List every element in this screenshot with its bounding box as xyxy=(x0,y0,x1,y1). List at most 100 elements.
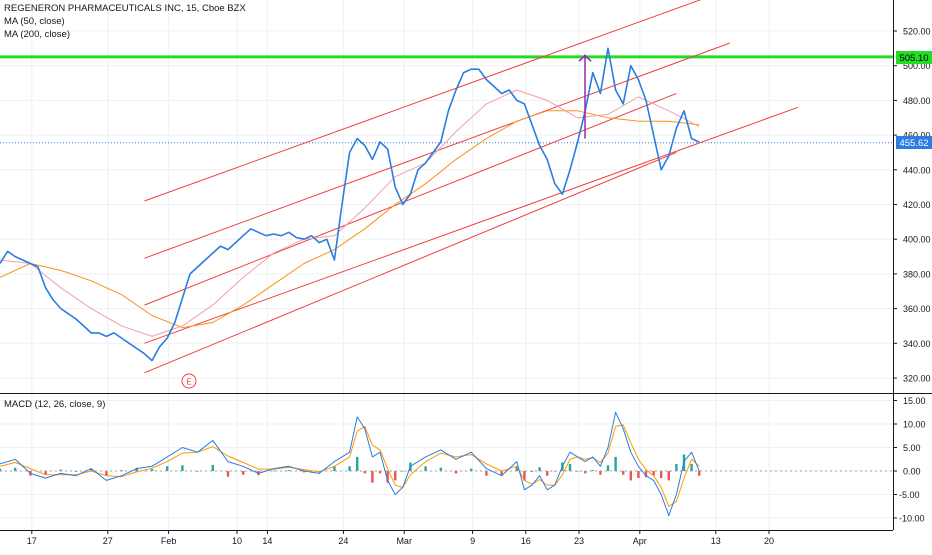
macd-histogram-bar xyxy=(287,470,290,471)
macd-histogram-bar xyxy=(401,471,404,472)
price-axis-ticks: 320.00 340.00 360.00 380.00 400.00 420.00 440.… xyxy=(893,27,931,384)
macd-tick-label: 0.00 xyxy=(903,467,921,477)
time-tick-label: Apr xyxy=(633,536,647,546)
macd-histogram-bar xyxy=(302,471,306,473)
macd-legend: MACD (12, 26, close, 9) xyxy=(4,398,105,411)
last-price-badge-bg xyxy=(896,136,932,149)
arrow-head[interactable] xyxy=(578,54,592,62)
symbol-title[interactable]: REGENERON PHARMACEUTICALS INC, 15, Cboe … xyxy=(4,3,246,14)
resistance-badge-label: 505.10 xyxy=(899,53,928,64)
earnings-marker-circle[interactable] xyxy=(181,373,197,389)
macd-histogram-bar xyxy=(660,471,663,479)
time-tick-label: 13 xyxy=(711,536,721,546)
macd-histogram-bar xyxy=(14,467,17,471)
main-gridlines xyxy=(0,0,893,393)
time-tick-label: 10 xyxy=(232,536,242,546)
price-tick-label: 380.00 xyxy=(903,269,931,279)
macd-histogram-bar xyxy=(150,469,154,471)
macd-histogram-bar xyxy=(386,471,389,483)
time-tick-label: 14 xyxy=(262,536,272,546)
price-tick-label: 420.00 xyxy=(903,200,931,210)
price-tick-label: 400.00 xyxy=(903,235,931,245)
channel-line-4[interactable] xyxy=(144,106,799,344)
earnings-marker[interactable]: E xyxy=(181,373,197,389)
macd-histogram-bar xyxy=(363,471,366,474)
price-badges: 505.10 455.62 xyxy=(896,51,932,149)
price-tick-label: 480.00 xyxy=(903,96,931,106)
macd-histogram-bar xyxy=(378,471,382,474)
macd-histogram-bar xyxy=(591,470,594,471)
price-tick-label: 340.00 xyxy=(903,339,931,349)
horizontal-levels[interactable] xyxy=(0,55,893,144)
macd-histogram-bar xyxy=(644,471,648,478)
macd-histogram-bar xyxy=(652,471,655,476)
series-line-price xyxy=(0,47,700,362)
macd-histogram-bar xyxy=(500,471,503,476)
macd-histogram-bar xyxy=(576,471,579,472)
price-series xyxy=(0,47,700,362)
resistance-badge-bg xyxy=(896,51,932,64)
macd-histogram-bar xyxy=(166,466,169,471)
macd-histogram-bar xyxy=(622,471,625,475)
target-arrow[interactable] xyxy=(578,54,592,139)
macd-histogram-bar xyxy=(614,456,617,471)
macd-histogram-bar xyxy=(675,463,678,471)
macd-histogram-bar xyxy=(371,471,374,483)
macd-histogram-bar xyxy=(629,471,632,481)
time-tick-label: Feb xyxy=(161,536,177,546)
macd-line-signal xyxy=(0,424,700,507)
last-price-badge-label: 455.62 xyxy=(899,138,928,149)
macd-tick-label: 15.00 xyxy=(903,396,926,406)
macd-histogram-bar xyxy=(135,467,138,471)
time-axis-ticks: 17 27 Feb 10 14 24 Mar 9 16 23 Apr 13 20 xyxy=(27,530,774,546)
earnings-marker-label: E xyxy=(186,378,191,387)
macd-histogram-bar xyxy=(546,471,549,476)
price-tick-label: 520.00 xyxy=(903,27,931,37)
channel-line-5[interactable] xyxy=(144,151,677,374)
macd-gridlines xyxy=(0,394,893,530)
time-tick-label: 23 xyxy=(574,536,584,546)
macd-histogram-bar xyxy=(470,468,473,471)
time-tick-label: 24 xyxy=(338,536,348,546)
time-tick-label: 20 xyxy=(764,536,774,546)
macd-histogram-bar xyxy=(394,471,397,481)
macd-histogram-bar xyxy=(44,471,47,475)
price-tick-label: 320.00 xyxy=(903,374,931,384)
ma50-legend[interactable]: MA (50, close) xyxy=(4,16,65,27)
price-tick-label: 460.00 xyxy=(903,131,931,141)
macd-title[interactable]: MACD (12, 26, close, 9) xyxy=(4,399,106,410)
macd-histogram-bar xyxy=(90,468,93,471)
macd-histogram-bar xyxy=(196,471,199,472)
price-tick-label: 360.00 xyxy=(903,304,931,314)
macd-histogram-bar xyxy=(211,464,214,471)
time-tick-label: Mar xyxy=(396,536,412,546)
macd-histogram-bar xyxy=(515,466,518,471)
macd-histogram xyxy=(0,454,701,483)
macd-histogram-bar xyxy=(272,470,275,472)
macd-histogram-bar xyxy=(698,471,701,476)
time-tick-label: 17 xyxy=(27,536,37,546)
ma200-legend[interactable]: MA (200, close) xyxy=(4,29,70,40)
channel-line-3[interactable] xyxy=(144,92,677,306)
macd-lines xyxy=(0,411,893,517)
macd-histogram-bar xyxy=(637,471,640,479)
macd-histogram-bar xyxy=(181,465,184,471)
macd-histogram-bar xyxy=(0,468,2,471)
macd-tick-label: 5.00 xyxy=(903,443,921,453)
macd-histogram-bar xyxy=(333,466,336,471)
macd-histogram-bar xyxy=(538,467,541,471)
macd-histogram-bar xyxy=(485,471,488,476)
axis-frame xyxy=(0,0,932,531)
macd-tick-label: 10.00 xyxy=(903,420,926,430)
macd-histogram-bar xyxy=(568,463,572,471)
macd-line-macd xyxy=(0,411,700,517)
macd-histogram-bar xyxy=(523,471,526,481)
macd-histogram-bar xyxy=(439,467,442,471)
time-tick-label: 27 xyxy=(103,536,113,546)
macd-histogram-bar xyxy=(599,471,602,475)
macd-histogram-bar xyxy=(59,469,62,471)
macd-histogram-bar xyxy=(356,456,359,471)
price-tick-label: 440.00 xyxy=(903,165,931,175)
